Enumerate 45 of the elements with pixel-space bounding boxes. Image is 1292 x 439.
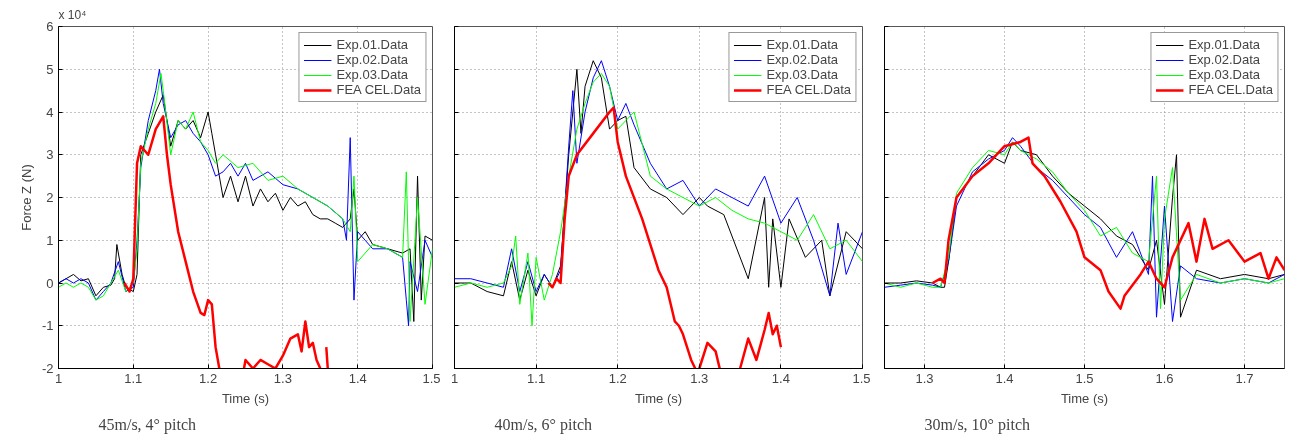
legend-label: Exp.02.Data xyxy=(336,52,408,67)
y-tick-label: 2 xyxy=(46,190,54,205)
x-axis-title: Time (s) xyxy=(1060,390,1109,406)
x-tick-label: 1.2 xyxy=(608,370,627,386)
y-axis-title: Force Z (N) xyxy=(18,164,34,231)
legend-label: Exp.02.Data xyxy=(1188,52,1260,67)
y-tick-label: -1 xyxy=(41,318,54,334)
legend-label: Exp.02.Data xyxy=(766,52,838,67)
legend-label: Exp.03.Data xyxy=(1188,67,1260,82)
legend-label: Exp.03.Data xyxy=(336,67,408,82)
x-tick-label: 1.1 xyxy=(527,370,546,386)
x-tick-label: 1.4 xyxy=(995,370,1014,386)
x-tick-label: 1.5 xyxy=(852,370,871,386)
text: 40m/s, 6° pitch xyxy=(494,415,593,434)
x-tick-label: 1.3 xyxy=(915,370,934,386)
legend-label: Exp.01.Data xyxy=(336,37,408,52)
y-tick-label: 0 xyxy=(46,275,54,291)
y-tick-label: 6 xyxy=(46,19,54,34)
text: 30m/s, 10° pitch xyxy=(924,415,1031,434)
legend-label: Exp.03.Data xyxy=(766,67,838,82)
y-tick-label: -2 xyxy=(41,361,54,376)
x-tick-label: 1.7 xyxy=(1235,370,1254,386)
x-tick-label: 1.5 xyxy=(1075,370,1094,386)
y-tick-label: 4 xyxy=(46,104,54,120)
legend-label: Exp.01.Data xyxy=(1188,37,1260,52)
legend-label: Exp.01.Data xyxy=(766,37,838,52)
text: 45m/s, 4° pitch xyxy=(98,415,197,434)
y-tick-label: 3 xyxy=(46,147,54,163)
x-tick-label: 1.5 xyxy=(422,370,441,386)
x-tick-label: 1.2 xyxy=(199,370,218,386)
x-axis-title: Time (s) xyxy=(221,390,270,406)
x-tick-label: 1.3 xyxy=(273,370,292,386)
legend-label: FEA CEL.Data xyxy=(1188,82,1273,97)
legend-label: FEA CEL.Data xyxy=(336,82,421,97)
x-tick-label: 1.1 xyxy=(124,370,143,386)
text: x 10⁴ xyxy=(58,7,87,22)
legend-label: FEA CEL.Data xyxy=(766,82,851,97)
y-tick-label: 5 xyxy=(46,61,54,77)
x-tick-label: 1.6 xyxy=(1155,370,1174,386)
x-axis-title: Time (s) xyxy=(634,390,683,406)
x-tick-label: 1.4 xyxy=(771,370,790,386)
x-tick-label: 1.4 xyxy=(348,370,367,386)
x-tick-label: 1 xyxy=(450,370,459,386)
x-tick-label: 1.3 xyxy=(690,370,709,386)
y-tick-label: 1 xyxy=(46,232,54,248)
